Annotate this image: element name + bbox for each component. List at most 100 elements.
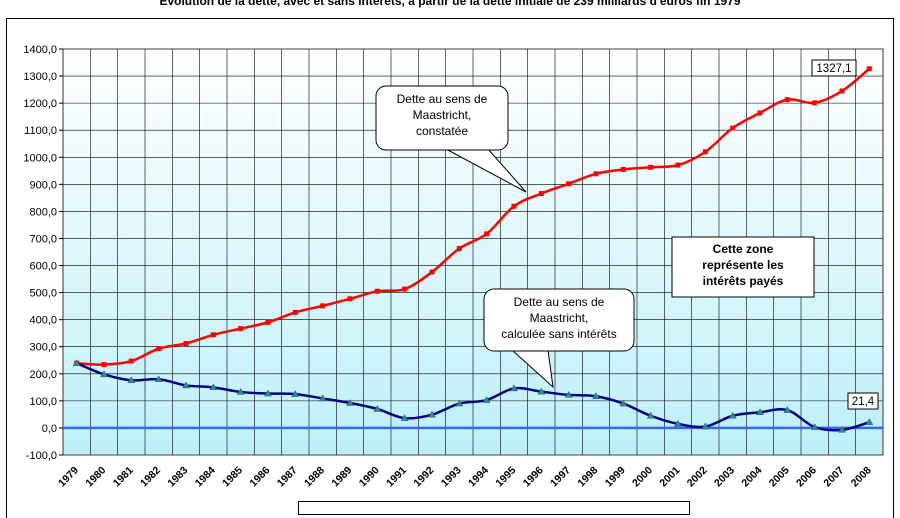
data-point	[236, 387, 245, 395]
x-tick-label: 1989	[329, 464, 354, 489]
callout-text: Dette au sens de	[514, 295, 605, 309]
y-tick-label: 600,0	[29, 261, 57, 273]
last-value-blue-box	[847, 392, 879, 410]
y-tick-label: 100,0	[29, 396, 57, 408]
zone-note: Cette zone représente les intérêts payés	[671, 236, 815, 298]
data-point	[346, 399, 354, 406]
series-sans-interets	[72, 359, 874, 433]
x-tick-label: 1981	[111, 464, 136, 489]
series-layer	[72, 66, 874, 433]
x-tick-label: 1996	[521, 464, 546, 489]
callout-sans-interets: Dette au sens de Maastricht, calculée sans…	[483, 288, 635, 389]
data-point	[839, 88, 845, 94]
last-value-blue: 21,4	[847, 392, 879, 410]
data-point	[182, 381, 190, 389]
data-point	[728, 411, 737, 419]
callout-text: Dette au sens de	[397, 92, 488, 106]
data-point	[484, 231, 490, 237]
last-value-red: 1327,1	[811, 59, 857, 77]
data-point	[648, 164, 654, 170]
data-point	[429, 269, 435, 275]
x-tick-label: 1982	[138, 464, 163, 489]
data-point	[674, 419, 682, 427]
data-point	[402, 286, 408, 292]
x-tick-label: 1993	[439, 464, 464, 489]
data-point	[510, 384, 518, 392]
data-point	[757, 110, 763, 116]
callout-text: Maastricht,	[413, 108, 472, 122]
zone-note-text: représente les	[702, 258, 784, 272]
data-point	[455, 399, 464, 407]
callout-box	[483, 288, 635, 352]
data-point	[101, 362, 107, 368]
y-tick-label: 200,0	[29, 369, 57, 381]
x-tick-label: 1995	[493, 464, 518, 489]
data-point	[511, 203, 517, 209]
y-tick-label: 1300,0	[23, 71, 57, 83]
data-point	[320, 303, 326, 309]
last-value-blue-text: 21,4	[852, 396, 875, 408]
data-point	[646, 411, 655, 419]
data-point	[783, 406, 792, 413]
data-point	[291, 390, 300, 397]
x-tick-label: 1980	[83, 464, 108, 489]
y-tick-label: 800,0	[29, 206, 57, 218]
data-point	[347, 296, 353, 302]
chart-frame	[6, 18, 894, 518]
x-tick-label: 2004	[739, 464, 764, 489]
y-tick-label: 500,0	[29, 288, 57, 300]
data-point	[373, 404, 382, 412]
data-point	[756, 408, 764, 415]
data-point	[400, 414, 409, 421]
data-point	[537, 387, 546, 395]
data-point	[292, 309, 298, 315]
last-value-red-box	[811, 59, 857, 77]
data-point	[72, 359, 81, 366]
x-tick-label: 2007	[821, 464, 846, 489]
y-tick-label: -100,0	[26, 450, 57, 462]
zone-note-text: intérêts payés	[703, 274, 784, 288]
data-point	[702, 149, 708, 155]
y-tick-label: 1400,0	[23, 44, 57, 56]
y-tick-label: 700,0	[29, 233, 57, 245]
data-point	[812, 100, 818, 106]
data-point	[675, 162, 681, 168]
data-point	[866, 66, 872, 72]
data-point	[156, 346, 162, 352]
callout-text: constatée	[416, 124, 468, 138]
data-point	[564, 390, 573, 398]
data-point	[810, 423, 819, 430]
x-tick-label: 2000	[630, 464, 655, 489]
data-point	[538, 191, 544, 197]
y-tick-label: 0,0	[42, 423, 57, 435]
x-tick-label: 1998	[575, 464, 600, 489]
callout-box	[375, 85, 509, 151]
x-axis-ticks: 1979 1980 1981 1982 1983 1984 1985 1986 1987 1988…	[56, 464, 874, 489]
x-tick-label: 1984	[193, 464, 218, 489]
x-tick-label: 1986	[247, 464, 272, 489]
x-tick-label: 2008	[849, 464, 874, 489]
x-tick-label: 1999	[603, 464, 628, 489]
x-tick-label: 2003	[712, 464, 737, 489]
data-point	[374, 288, 380, 294]
data-point	[154, 375, 163, 382]
y-tick-label: 400,0	[29, 315, 57, 327]
data-point	[456, 245, 462, 251]
annotations: Dette au sens de Maastricht, constatée Dett…	[375, 59, 879, 410]
data-point	[730, 125, 736, 131]
y-tick-label: 900,0	[29, 179, 57, 191]
legend-box	[298, 501, 690, 515]
x-tick-label: 1979	[56, 464, 81, 489]
x-tick-label: 1992	[411, 464, 436, 489]
callout-text: calculée sans intérêts	[501, 327, 616, 341]
data-point	[128, 358, 134, 364]
data-point	[865, 418, 874, 425]
callout-text: Maastricht,	[530, 311, 589, 325]
x-tick-label: 1985	[220, 464, 245, 489]
y-tick-label: 1200,0	[23, 98, 57, 110]
x-tick-label: 2002	[685, 464, 710, 489]
data-point	[238, 326, 244, 332]
data-point	[838, 425, 846, 433]
data-point	[593, 171, 599, 177]
